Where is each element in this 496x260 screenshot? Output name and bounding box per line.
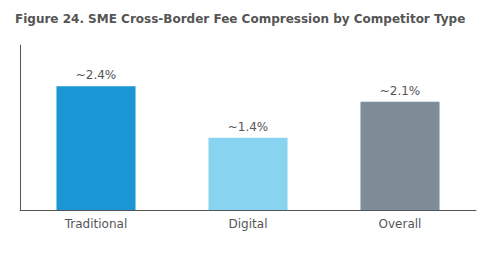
svg-text:Overall: Overall: [379, 217, 422, 231]
svg-text:~2.1%: ~2.1%: [380, 84, 421, 98]
svg-text:~2.4%: ~2.4%: [76, 68, 117, 82]
svg-text:Figure 24. SME Cross-Border Fe: Figure 24. SME Cross-Border Fee Compress…: [15, 12, 465, 26]
svg-text:Traditional: Traditional: [64, 217, 127, 231]
svg-text:Digital: Digital: [229, 217, 268, 231]
svg-text:~1.4%: ~1.4%: [228, 120, 269, 134]
